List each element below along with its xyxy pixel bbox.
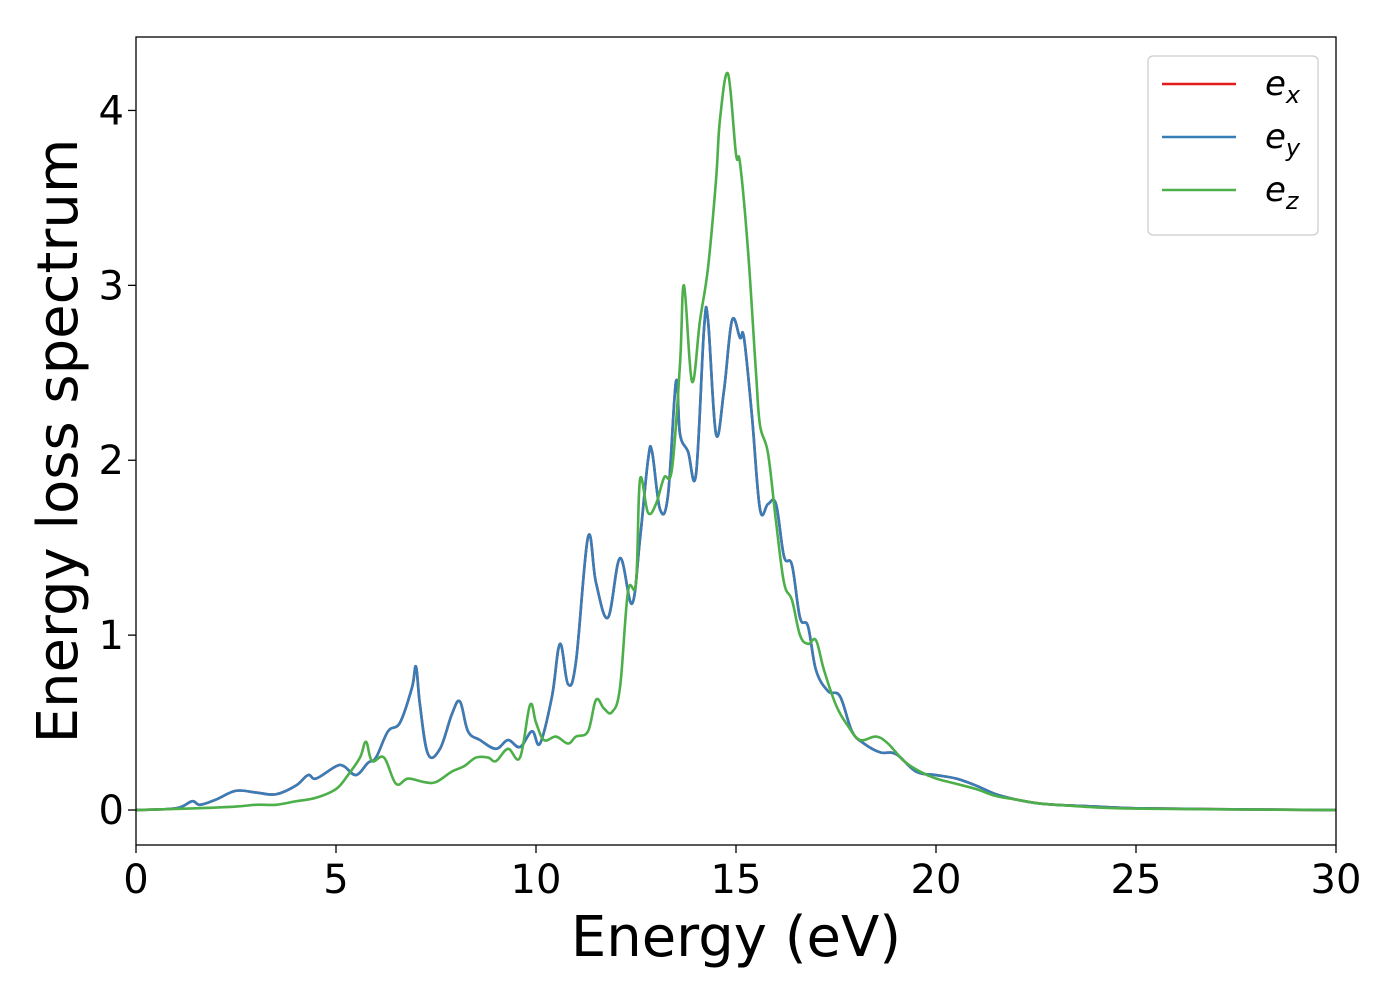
y-tick-label: 0: [99, 788, 124, 834]
legend-label-z: ez: [1265, 170, 1300, 215]
x-tick-label: 0: [123, 857, 148, 903]
y-tick-label: 4: [99, 88, 124, 134]
series-layer: [136, 71, 1336, 812]
x-tick-label: 15: [711, 857, 762, 903]
y-tick-label: 1: [99, 613, 124, 659]
y-axis-ticks: 0 1 2 3 4: [99, 88, 136, 834]
series-line-z: [136, 71, 1336, 812]
x-tick-label: 5: [323, 857, 348, 903]
legend-label-x: ex: [1265, 64, 1301, 109]
y-tick-label: 3: [99, 263, 124, 309]
y-tick-label: 2: [99, 438, 124, 484]
x-axis-ticks: 0 5 10 15 20 25 30: [123, 845, 1361, 903]
x-tick-label: 25: [1111, 857, 1162, 903]
legend: ex ey ez: [1147, 55, 1319, 236]
plot-area: [136, 37, 1336, 845]
x-tick-label: 20: [911, 857, 962, 903]
y-axis-label: Energy loss spectrum: [26, 139, 91, 744]
x-tick-label: 10: [511, 857, 562, 903]
x-tick-label: 30: [1311, 857, 1362, 903]
series-line-y: [136, 305, 1336, 812]
x-axis-label: Energy (eV): [571, 905, 901, 970]
legend-label-y: ey: [1265, 117, 1301, 162]
